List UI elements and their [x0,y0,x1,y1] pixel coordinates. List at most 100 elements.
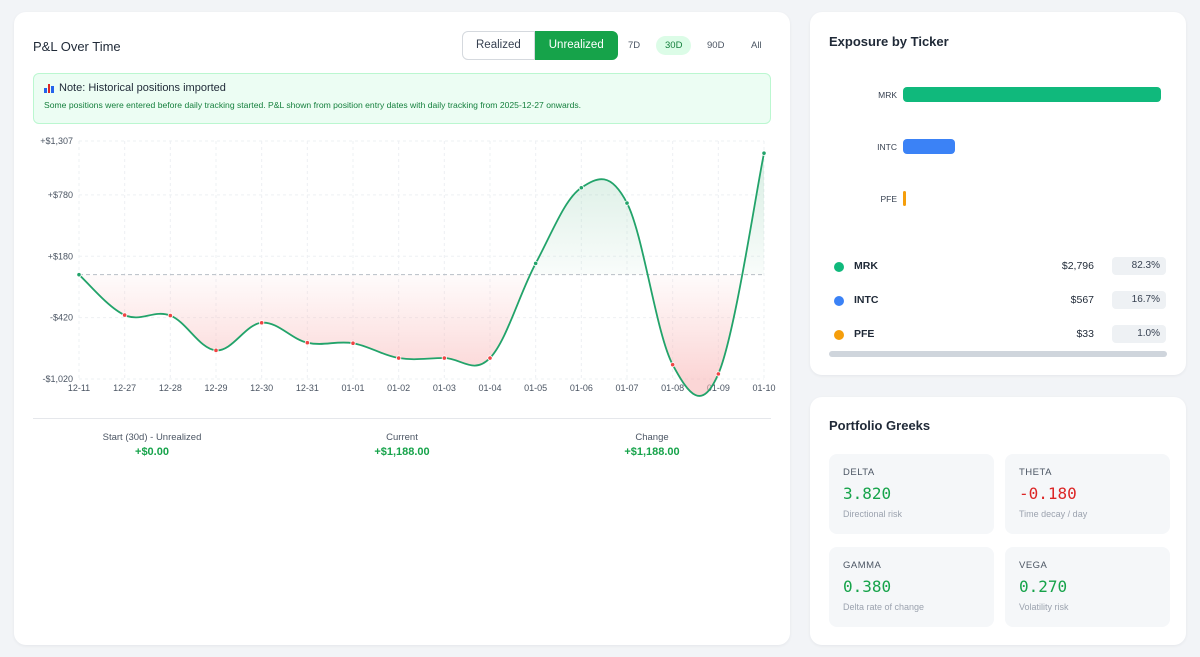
greek-sub-theta: Time decay / day [1019,509,1088,519]
realized-button[interactable]: Realized [462,31,535,60]
x-tick-label: 12-11 [68,383,90,393]
greek-tile-delta: DELTA 3.820 Directional risk [829,454,994,534]
greek-tile-theta: THETA -0.180 Time decay / day [1005,454,1170,534]
historical-positions-note: Note: Historical positions imported Some… [33,73,771,124]
pnl-point [533,260,539,267]
x-tick-label: 01-08 [661,383,684,393]
pnl-point [487,355,493,361]
pnl-point [122,312,128,318]
pnl-point [76,272,82,278]
legend-dot-pfe [834,330,844,340]
range-all-button[interactable]: All [751,40,762,51]
greek-label-delta: DELTA [843,467,875,478]
range-30d-button[interactable]: 30D [656,36,692,55]
legend-ticker-pfe: PFE [854,328,875,340]
legend-dot-intc [834,296,844,306]
greek-value-delta: 3.820 [843,484,892,503]
exposure-bar-label-pfe: PFE [880,194,897,204]
stat-change-label: Change [635,432,669,443]
pnl-point [167,312,173,319]
unrealized-button[interactable]: Unrealized [534,31,618,60]
stat-start: Start (30d) - Unrealized +$0.00 [52,432,252,458]
stat-current-label: Current [386,432,418,443]
x-tick-label: 12-31 [296,383,319,393]
legend-amount-mrk: $2,796 [1061,260,1094,272]
x-tick-label: 12-27 [113,383,136,393]
pnl-point [396,355,402,361]
x-tick-label: 01-04 [478,383,501,393]
y-tick-label: -$420 [50,313,73,323]
exposure-title: Exposure by Ticker [829,34,949,49]
range-7d-button[interactable]: 7D [628,40,641,51]
x-tick-label: 12-28 [159,383,182,393]
stat-start-value: +$0.00 [135,446,169,458]
range-90d-button[interactable]: 90D [707,40,725,51]
pnl-point [624,200,630,206]
legend-row-mrk: MRK $2,796 82.3% [834,257,1166,277]
greek-label-vega: VEGA [1019,560,1048,571]
legend-ticker-mrk: MRK [854,260,878,272]
greeks-title: Portfolio Greeks [829,418,931,433]
bar-chart-icon [44,83,54,93]
pnl-point [715,371,721,377]
pnl-card-title: P&L Over Time [33,39,121,54]
greek-value-gamma: 0.380 [843,577,892,596]
legend-ticker-intc: INTC [854,294,879,306]
note-text: Some positions were entered before daily… [44,100,582,110]
x-tick-label: 01-10 [752,383,775,393]
pnl-point [350,340,356,346]
legend-horizontal-scrollbar[interactable] [829,351,1167,357]
exposure-bar-intc [903,139,956,154]
stat-start-label: Start (30d) - Unrealized [102,432,202,443]
negative-area [79,274,764,396]
greek-label-gamma: GAMMA [843,560,882,571]
pnl-point [761,150,767,156]
pnl-point [441,355,447,361]
x-tick-label: 01-02 [387,383,410,393]
y-tick-label: +$780 [48,190,73,200]
stat-current-value: +$1,188.00 [374,446,430,458]
stats-divider [33,418,771,419]
pnl-point [578,185,584,191]
x-tick-label: 01-06 [570,383,593,393]
x-tick-label: 12-30 [250,383,273,393]
stat-change-value: +$1,188.00 [624,446,680,458]
pnl-over-time-card: P&L Over Time Realized Unrealized 7D 30D… [14,12,790,645]
greek-sub-gamma: Delta rate of change [843,602,925,612]
pnl-point [670,362,676,368]
portfolio-greeks-card: Portfolio Greeks DELTA 3.820 Directional… [810,397,1186,645]
y-tick-label: +$180 [48,251,73,261]
exposure-bar-label-intc: INTC [877,142,897,152]
greek-tile-vega: VEGA 0.270 Volatility risk [1005,547,1170,627]
y-tick-label: +$1,307 [40,136,73,146]
stat-change: Change +$1,188.00 [552,432,752,458]
legend-pct-intc: 16.7% [1112,291,1166,309]
y-tick-label: -$1,020 [42,374,73,384]
x-tick-label: 01-01 [341,383,364,393]
greek-sub-delta: Directional risk [843,509,903,519]
x-tick-label: 01-09 [707,383,730,393]
pnl-point [259,320,265,326]
legend-amount-pfe: $33 [1076,328,1094,340]
legend-row-intc: INTC $567 16.7% [834,291,1166,311]
legend-amount-intc: $567 [1070,294,1094,306]
note-title: Note: Historical positions imported [59,82,226,94]
legend-dot-mrk [834,262,844,272]
greek-tile-gamma: GAMMA 0.380 Delta rate of change [829,547,994,627]
pnl-point [304,340,310,346]
legend-pct-mrk: 82.3% [1112,257,1166,275]
x-tick-label: 01-05 [524,383,547,393]
legend-row-pfe: PFE $33 1.0% [834,325,1166,345]
stat-current: Current +$1,188.00 [302,432,502,458]
greek-sub-vega: Volatility risk [1019,602,1069,612]
legend-pct-pfe: 1.0% [1112,325,1166,343]
x-tick-label: 01-07 [615,383,638,393]
x-tick-label: 01-03 [433,383,456,393]
x-tick-label: 12-29 [204,383,227,393]
exposure-bar-mrk [903,87,1161,102]
greek-value-vega: 0.270 [1019,577,1068,596]
greek-value-theta: -0.180 [1019,484,1077,503]
exposure-bar-pfe [903,191,907,206]
exposure-by-ticker-card: Exposure by Ticker MRK INTC PFE MRK $2,7… [810,12,1186,375]
